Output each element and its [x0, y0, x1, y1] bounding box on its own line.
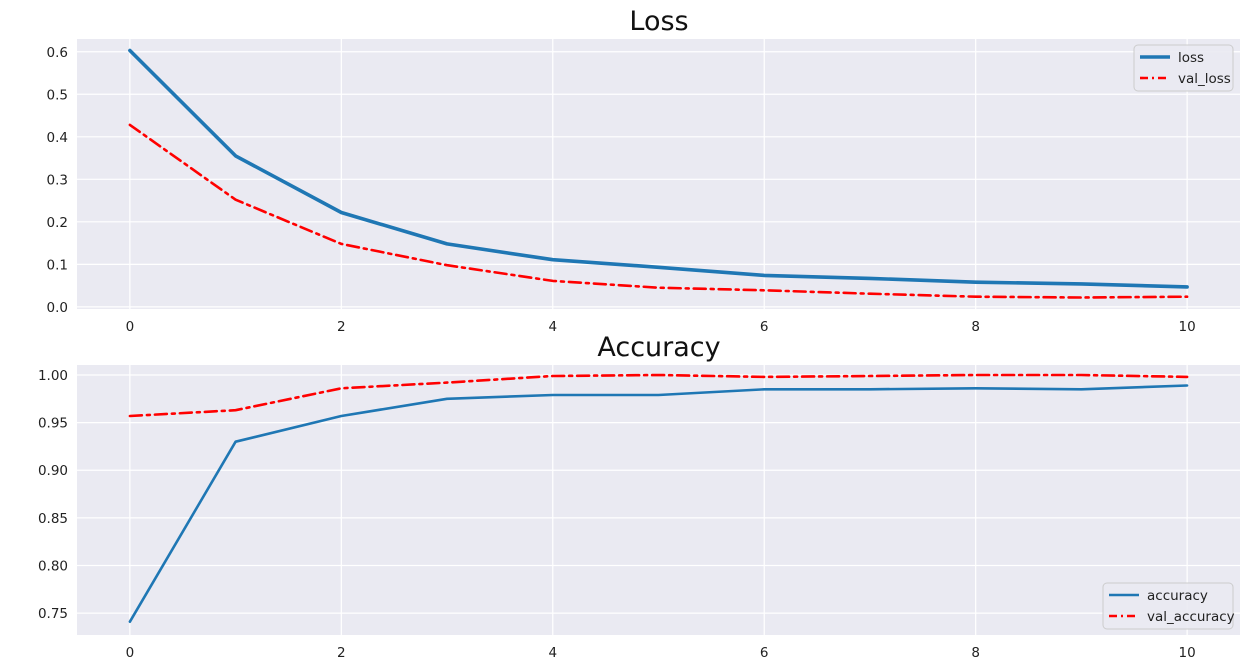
legend-label: val_accuracy — [1147, 609, 1235, 625]
legend-label: accuracy — [1147, 588, 1208, 604]
y-tick-label: 0.80 — [38, 558, 68, 574]
y-tick-label: 0.6 — [47, 45, 68, 61]
legend: accuracy val_accuracy — [1102, 582, 1235, 630]
plot-area — [77, 365, 1240, 635]
series-line-val-loss — [128, 123, 1189, 299]
legend-label: val_loss — [1178, 71, 1231, 87]
loss-chart: Loss 0 2 4 6 8 10 0.0 0.1 0.2 0.3 0.4 0.5 0.6 loss val… — [47, 6, 1240, 335]
x-tick-label: 2 — [337, 645, 346, 660]
y-tick-label: 0.4 — [47, 130, 68, 146]
chart-title: Accuracy — [597, 332, 720, 363]
x-tick-label: 4 — [548, 645, 557, 660]
x-tick-label: 6 — [760, 645, 769, 660]
x-tick-label: 2 — [337, 319, 346, 335]
legend-label: loss — [1178, 50, 1204, 66]
y-tick-label: 0.75 — [38, 606, 68, 622]
x-tick-label: 0 — [126, 319, 135, 335]
y-tick-label: 0.2 — [47, 215, 68, 231]
x-tick-label: 10 — [1179, 645, 1196, 660]
y-tick-label: 0.0 — [47, 300, 68, 316]
x-tick-label: 8 — [971, 319, 980, 335]
accuracy-chart: Accuracy 0 2 4 6 8 10 0.75 0.80 0.85 0.90 0.95 1.00… — [38, 332, 1240, 660]
series-line-val-accuracy — [128, 373, 1189, 418]
y-tick-label: 0.3 — [47, 172, 68, 188]
series-line-accuracy — [128, 384, 1189, 624]
chart-title: Loss — [629, 6, 688, 37]
y-tick-label: 1.00 — [38, 368, 68, 384]
x-tick-label: 8 — [971, 645, 980, 660]
y-tick-label: 0.1 — [47, 257, 68, 273]
x-tick-label: 6 — [760, 319, 769, 335]
y-tick-label: 0.90 — [38, 463, 68, 479]
x-tick-label: 10 — [1179, 319, 1196, 335]
y-tick-label: 0.85 — [38, 511, 68, 527]
legend: loss val_loss — [1133, 44, 1234, 92]
x-tick-label: 4 — [548, 319, 557, 335]
y-tick-label: 0.5 — [47, 87, 68, 103]
series-line-loss — [128, 48, 1189, 289]
x-tick-label: 0 — [126, 645, 135, 660]
y-tick-label: 0.95 — [38, 416, 68, 432]
